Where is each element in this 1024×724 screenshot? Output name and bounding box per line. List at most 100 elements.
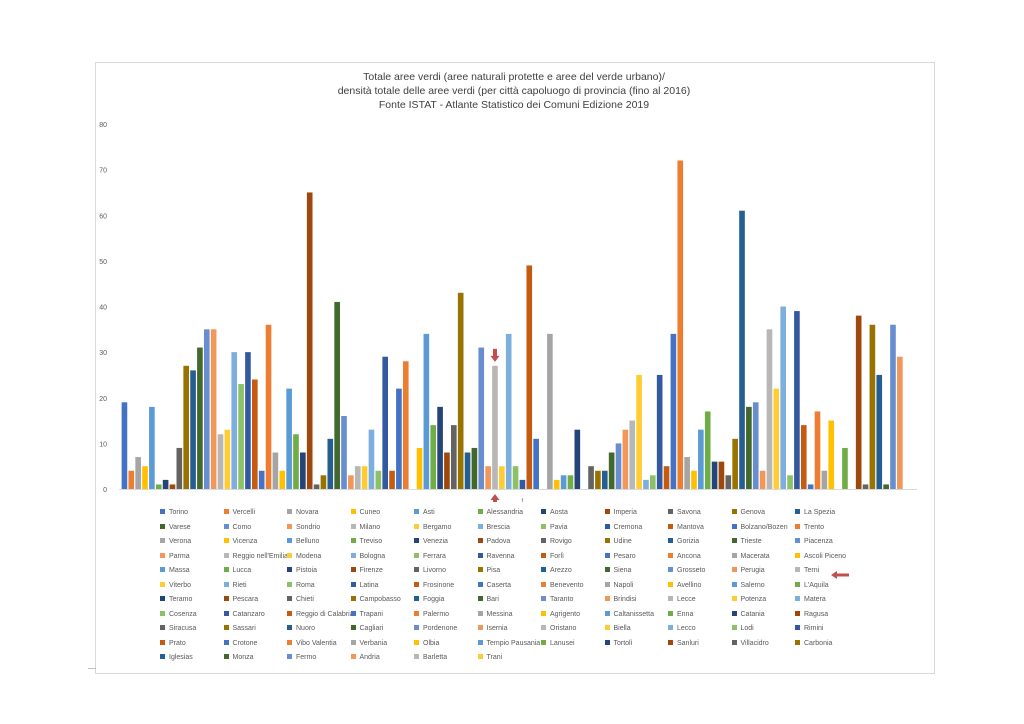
legend-swatch bbox=[541, 523, 546, 529]
bar-andria bbox=[897, 356, 903, 489]
bar-gorizia bbox=[327, 438, 334, 489]
legend-item: Udine bbox=[604, 537, 632, 546]
legend-label: Savona bbox=[677, 509, 701, 516]
legend-item: Andria bbox=[350, 653, 380, 662]
y-tick-label: 10 bbox=[99, 441, 107, 448]
legend-label: Aosta bbox=[550, 509, 568, 516]
legend-item: Vercelli bbox=[223, 508, 255, 517]
legend-label: Chieti bbox=[296, 596, 314, 603]
legend-item: Lucca bbox=[223, 566, 251, 575]
legend-item: Ascoli Piceno bbox=[795, 552, 846, 561]
legend-swatch bbox=[477, 581, 483, 587]
legend-label: Fermo bbox=[296, 654, 317, 661]
legend-item: Benevento bbox=[541, 581, 583, 590]
legend-label: Tortolì bbox=[613, 639, 633, 647]
legend-swatch bbox=[795, 567, 800, 572]
legend-item: Crotone bbox=[223, 639, 257, 648]
legend-item: Forlì bbox=[541, 552, 564, 561]
legend-item: Piacenza bbox=[795, 537, 833, 546]
legend-swatch bbox=[160, 654, 165, 659]
chart-title: Totale aree verdi (aree naturali protett… bbox=[95, 70, 933, 112]
legend-swatch bbox=[668, 581, 673, 587]
legend-swatch bbox=[668, 625, 673, 630]
legend-label: Nuoro bbox=[296, 625, 316, 632]
legend-swatch bbox=[414, 567, 419, 572]
legend-swatch bbox=[160, 596, 165, 601]
legend-item: La Spezia bbox=[795, 508, 835, 517]
bar-caserta bbox=[533, 438, 539, 489]
legend-label: Rieti bbox=[232, 581, 247, 589]
bar-enna bbox=[704, 411, 711, 489]
bar-olbia bbox=[828, 420, 835, 489]
bar-livorno bbox=[451, 425, 457, 490]
legend-label: Sanluri bbox=[677, 639, 699, 647]
legend-swatch bbox=[223, 567, 229, 572]
legend-label: Lodi bbox=[740, 625, 754, 632]
legend-label: Forlì bbox=[550, 552, 564, 560]
legend-swatch bbox=[731, 567, 737, 572]
y-tick-label: 0 bbox=[103, 487, 107, 494]
legend-swatch bbox=[287, 639, 292, 645]
legend-swatch bbox=[350, 610, 356, 616]
legend-label: Gorizia bbox=[677, 538, 700, 545]
legend-item: Nuoro bbox=[287, 624, 315, 633]
bar-grosseto bbox=[478, 347, 485, 489]
legend-label: Bolzano/Bozen bbox=[740, 523, 788, 531]
legend-item: Teramo bbox=[160, 595, 192, 604]
bar-l-aquila bbox=[567, 475, 574, 489]
legend-swatch bbox=[160, 567, 165, 572]
legend-item: Salerno bbox=[731, 581, 765, 590]
legend-item: Bolzano/Bozen bbox=[731, 523, 788, 532]
bar-lecco bbox=[780, 306, 787, 489]
legend-item: Como bbox=[223, 523, 251, 532]
legend-swatch bbox=[668, 523, 673, 529]
bar-padova bbox=[306, 192, 313, 489]
highlight-arrow-up-icon bbox=[490, 494, 500, 502]
legend-swatch bbox=[604, 581, 610, 587]
legend-swatch bbox=[795, 509, 800, 514]
bar-cagliari bbox=[746, 406, 752, 490]
legend-item: Reggio nell'Emilia bbox=[223, 552, 288, 561]
legend-item: Cosenza bbox=[160, 610, 197, 619]
bar-trapani bbox=[670, 333, 677, 490]
legend-swatch bbox=[668, 509, 673, 514]
legend-item: Catania bbox=[731, 610, 765, 619]
bar-milano bbox=[217, 434, 224, 489]
legend-swatch bbox=[731, 581, 737, 587]
bar-terni bbox=[492, 365, 498, 489]
y-tick-label: 20 bbox=[99, 396, 107, 403]
bar-crotone bbox=[807, 484, 814, 489]
bar-isernia bbox=[759, 470, 766, 489]
bar-brindisi bbox=[622, 429, 629, 489]
legend-swatch bbox=[604, 596, 610, 601]
legend-swatch bbox=[795, 596, 800, 601]
bar-trento bbox=[265, 324, 272, 489]
legend-swatch bbox=[350, 625, 356, 630]
legend-item: Trapani bbox=[350, 610, 383, 619]
legend-label: Bologna bbox=[359, 552, 386, 560]
legend-item: Avellino bbox=[668, 581, 701, 590]
legend-item: Trieste bbox=[731, 537, 762, 546]
legend-swatch bbox=[350, 523, 356, 529]
legend-item: Rovigo bbox=[541, 537, 572, 546]
legend-label: Oristano bbox=[550, 625, 577, 632]
legend-item: Ragusa bbox=[795, 610, 828, 619]
legend-label: Udine bbox=[613, 538, 632, 545]
legend-swatch bbox=[350, 567, 356, 572]
legend-label: Piacenza bbox=[804, 538, 833, 545]
legend-item: Varese bbox=[160, 523, 191, 532]
legend-item: Perugia bbox=[731, 566, 765, 575]
bar-carbonia bbox=[869, 324, 876, 489]
bar-biella bbox=[773, 388, 780, 490]
legend-item: Pesaro bbox=[604, 552, 636, 561]
legend-label: Ancona bbox=[677, 552, 701, 560]
legend-item: Cremona bbox=[604, 523, 642, 532]
bar-oristano bbox=[766, 329, 773, 489]
x-tick-label: 1 bbox=[521, 499, 525, 502]
legend-swatch bbox=[477, 552, 483, 558]
bar-agrigento bbox=[691, 470, 697, 489]
legend-item: Alessandria bbox=[477, 508, 523, 517]
legend-swatch bbox=[731, 610, 737, 616]
legend-label: Napoli bbox=[613, 581, 634, 589]
y-tick-label: 50 bbox=[99, 259, 107, 266]
